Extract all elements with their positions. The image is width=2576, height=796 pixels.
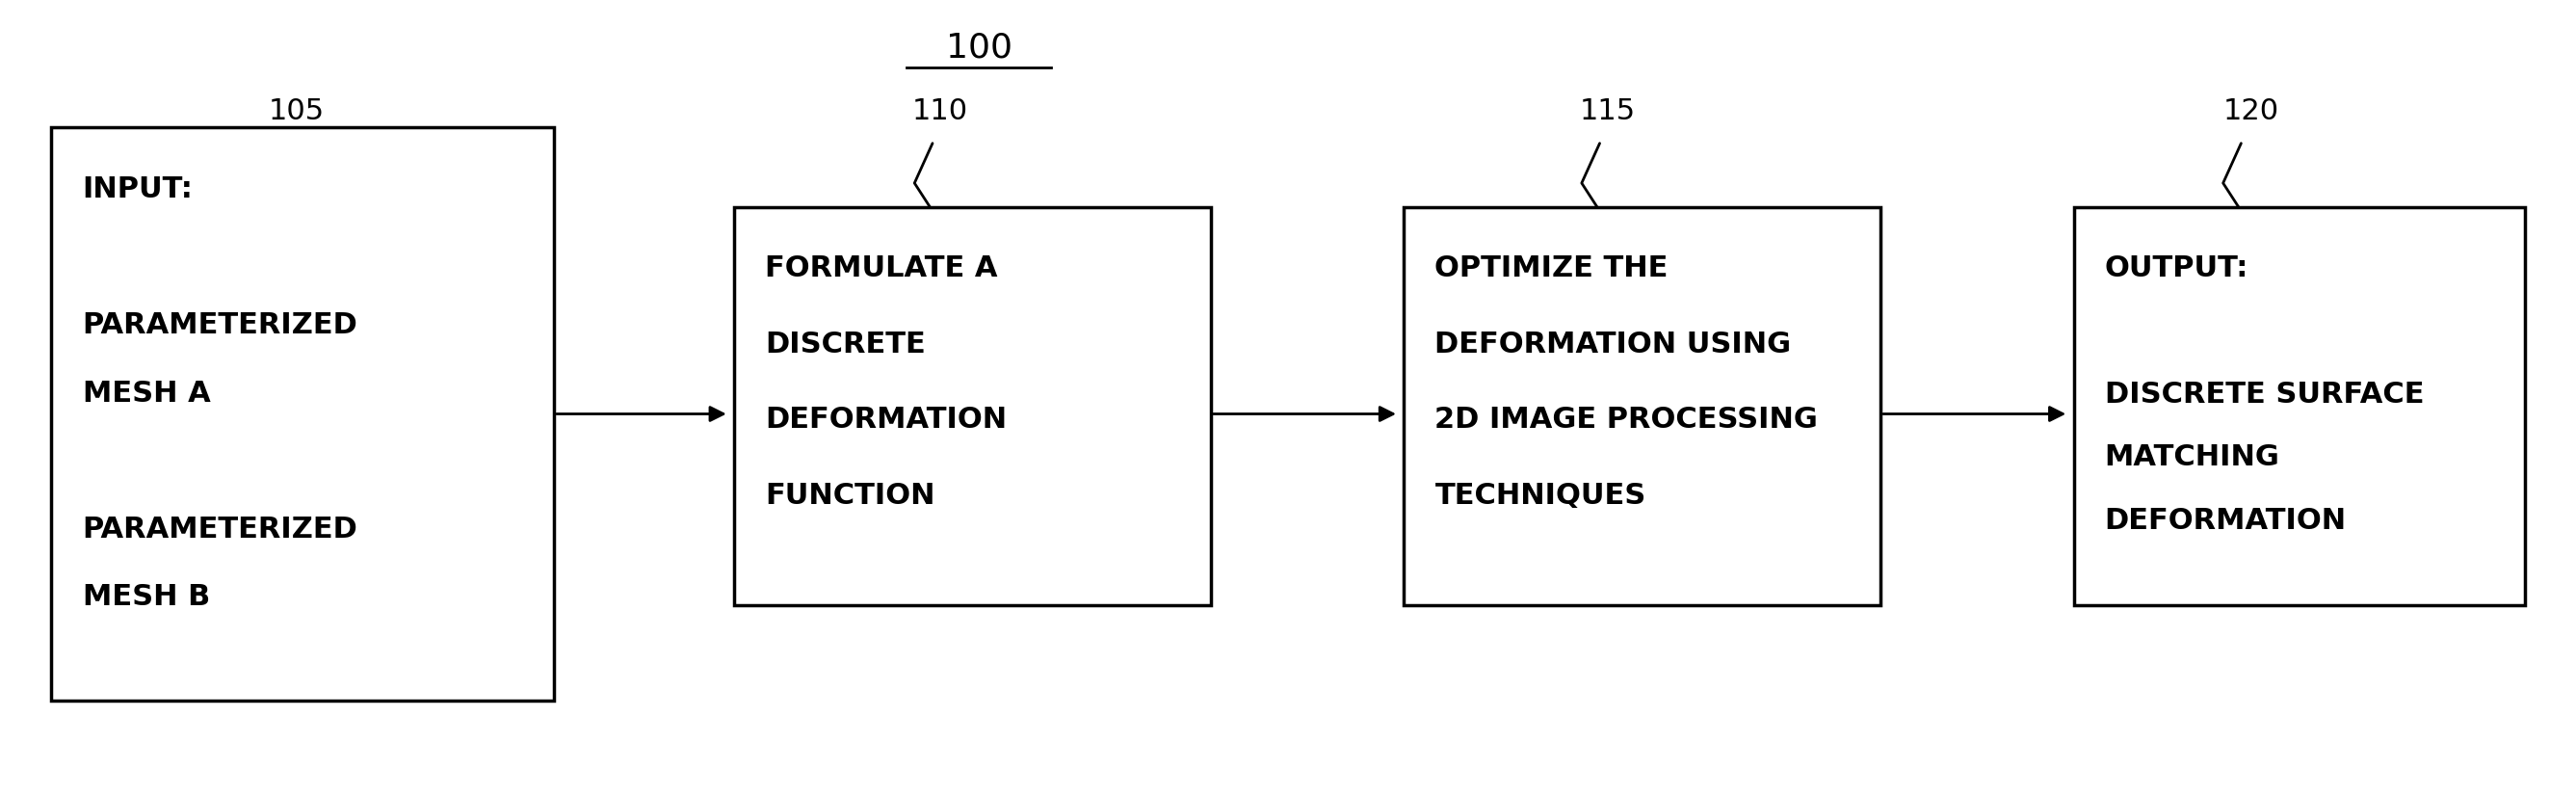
Text: 2D IMAGE PROCESSING: 2D IMAGE PROCESSING: [1435, 406, 1819, 434]
Text: 115: 115: [1579, 97, 1636, 126]
Text: OUTPUT:: OUTPUT:: [2105, 255, 2249, 283]
Text: TECHNIQUES: TECHNIQUES: [1435, 482, 1646, 509]
Text: PARAMETERIZED: PARAMETERIZED: [82, 516, 358, 544]
Text: INPUT:: INPUT:: [82, 175, 193, 203]
Bar: [2074, 207, 2524, 605]
Text: DISCRETE SURFACE: DISCRETE SURFACE: [2105, 380, 2424, 408]
Text: PARAMETERIZED: PARAMETERIZED: [82, 311, 358, 339]
Text: 120: 120: [2223, 97, 2280, 126]
Text: DEFORMATION: DEFORMATION: [765, 406, 1007, 434]
Text: DEFORMATION: DEFORMATION: [2105, 507, 2347, 535]
Bar: [1404, 207, 1880, 605]
Text: FORMULATE A: FORMULATE A: [765, 255, 997, 283]
Text: DEFORMATION USING: DEFORMATION USING: [1435, 330, 1790, 358]
Text: DISCRETE: DISCRETE: [765, 330, 925, 358]
Text: 100: 100: [945, 31, 1012, 64]
Text: MATCHING: MATCHING: [2105, 444, 2280, 472]
Bar: [52, 127, 554, 700]
Text: OPTIMIZE THE: OPTIMIZE THE: [1435, 255, 1669, 283]
Text: 105: 105: [268, 97, 325, 126]
Text: MESH A: MESH A: [82, 379, 211, 408]
Text: 110: 110: [912, 97, 969, 126]
Bar: [734, 207, 1211, 605]
Text: FUNCTION: FUNCTION: [765, 482, 935, 509]
Text: MESH B: MESH B: [82, 583, 209, 611]
